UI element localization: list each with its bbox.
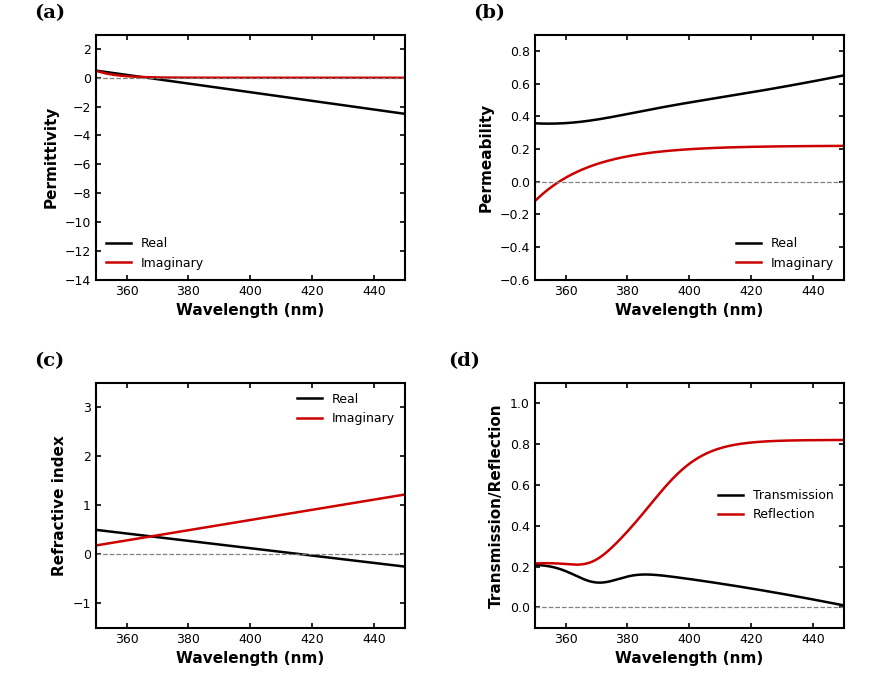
Imaginary bbox=[712, 144, 722, 152]
Imaginary bbox=[351, 498, 362, 506]
Text: (d): (d) bbox=[448, 353, 480, 371]
Imaginary bbox=[275, 74, 285, 82]
Real bbox=[713, 94, 723, 102]
Real bbox=[280, 548, 290, 556]
Imaginary bbox=[351, 74, 362, 82]
Line: Real: Real bbox=[96, 530, 404, 566]
Transmission bbox=[789, 592, 799, 600]
Real bbox=[351, 557, 362, 565]
Real bbox=[542, 119, 553, 128]
Imaginary bbox=[273, 74, 283, 82]
Reflection bbox=[810, 436, 820, 444]
X-axis label: Wavelength (nm): Wavelength (nm) bbox=[614, 651, 763, 667]
Real bbox=[273, 547, 283, 555]
Imaginary bbox=[399, 74, 409, 82]
X-axis label: Wavelength (nm): Wavelength (nm) bbox=[176, 303, 324, 318]
Real bbox=[530, 119, 541, 128]
Imaginary bbox=[90, 66, 101, 75]
Imaginary bbox=[280, 510, 290, 518]
Real bbox=[90, 66, 101, 75]
Real bbox=[370, 559, 381, 567]
Y-axis label: Transmission/Reflection: Transmission/Reflection bbox=[488, 403, 504, 608]
Real bbox=[810, 77, 820, 85]
Real bbox=[275, 92, 285, 101]
Real bbox=[280, 93, 290, 101]
Reflection bbox=[530, 559, 541, 567]
Real bbox=[790, 80, 800, 88]
Line: Imaginary: Imaginary bbox=[96, 70, 404, 78]
Reflection bbox=[529, 560, 540, 568]
Transmission bbox=[529, 561, 540, 569]
Y-axis label: Permeability: Permeability bbox=[478, 103, 494, 212]
Line: Imaginary: Imaginary bbox=[96, 495, 404, 546]
Real bbox=[838, 71, 848, 79]
Imaginary bbox=[370, 74, 381, 82]
Imaginary bbox=[273, 511, 283, 520]
Imaginary bbox=[275, 511, 285, 520]
Y-axis label: Refractive index: Refractive index bbox=[52, 435, 67, 575]
Line: Transmission: Transmission bbox=[534, 565, 843, 605]
Transmission bbox=[718, 580, 728, 589]
Imaginary bbox=[370, 495, 381, 504]
Imaginary bbox=[530, 196, 541, 204]
Real bbox=[399, 562, 409, 571]
Reflection bbox=[790, 436, 800, 444]
Legend: Transmission, Reflection: Transmission, Reflection bbox=[713, 486, 837, 525]
Reflection bbox=[838, 436, 848, 444]
Transmission bbox=[713, 579, 723, 587]
Transmission bbox=[838, 601, 848, 609]
Real bbox=[90, 526, 101, 534]
Imaginary bbox=[280, 74, 290, 82]
X-axis label: Wavelength (nm): Wavelength (nm) bbox=[614, 303, 763, 318]
Legend: Real, Imaginary: Real, Imaginary bbox=[731, 234, 837, 273]
Real bbox=[529, 119, 540, 128]
Transmission bbox=[809, 595, 819, 604]
Real bbox=[399, 110, 409, 118]
Imaginary bbox=[90, 542, 101, 550]
Imaginary bbox=[789, 142, 799, 150]
Imaginary bbox=[713, 144, 723, 152]
Line: Reflection: Reflection bbox=[534, 440, 843, 564]
Transmission bbox=[712, 579, 722, 587]
Text: (c): (c) bbox=[34, 353, 64, 371]
Imaginary bbox=[91, 67, 102, 75]
Legend: Real, Imaginary: Real, Imaginary bbox=[102, 234, 208, 273]
Y-axis label: Permittivity: Permittivity bbox=[43, 106, 59, 208]
Reflection bbox=[570, 560, 580, 569]
Line: Real: Real bbox=[96, 70, 404, 114]
Text: (b): (b) bbox=[473, 4, 504, 22]
Real bbox=[351, 103, 362, 111]
Real bbox=[91, 526, 102, 534]
Imaginary bbox=[718, 144, 728, 152]
Real bbox=[91, 66, 102, 75]
X-axis label: Wavelength (nm): Wavelength (nm) bbox=[176, 651, 324, 667]
Imaginary bbox=[91, 541, 102, 549]
Text: (a): (a) bbox=[34, 4, 65, 22]
Imaginary bbox=[838, 141, 848, 150]
Reflection bbox=[713, 444, 723, 453]
Real bbox=[275, 548, 285, 556]
Real bbox=[273, 92, 283, 100]
Transmission bbox=[530, 561, 541, 569]
Imaginary bbox=[809, 142, 819, 150]
Real bbox=[719, 92, 729, 101]
Legend: Real, Imaginary: Real, Imaginary bbox=[293, 389, 398, 428]
Reflection bbox=[719, 443, 729, 451]
Imaginary bbox=[399, 491, 409, 499]
Real bbox=[713, 93, 724, 101]
Reflection bbox=[713, 444, 724, 453]
Line: Imaginary: Imaginary bbox=[534, 146, 843, 201]
Imaginary bbox=[529, 197, 540, 206]
Real bbox=[370, 106, 381, 114]
Line: Real: Real bbox=[534, 75, 843, 124]
